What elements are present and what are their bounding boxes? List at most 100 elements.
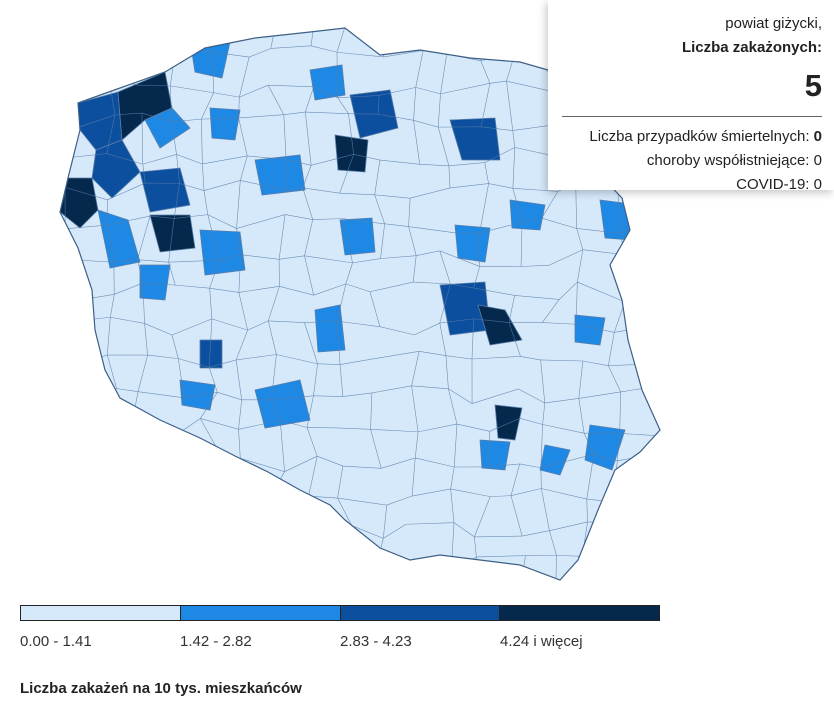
district-suwalki-area[interactable] (509, 199, 546, 231)
district-boundary (544, 398, 579, 404)
district-boundary (171, 318, 213, 336)
district-boundary (342, 392, 372, 397)
district-boundary (305, 111, 349, 115)
district-boundary (176, 154, 180, 184)
district-zamosc-area[interactable] (584, 424, 626, 471)
district-boundary (379, 326, 415, 336)
district-boundary (412, 255, 417, 283)
district-boundary (650, 572, 659, 580)
district-boundary (212, 51, 250, 58)
district-boundary (440, 82, 490, 95)
district-tczew-area[interactable] (334, 134, 369, 173)
district-boundary (144, 323, 148, 356)
district-boundary (35, 456, 38, 492)
district-boundary (305, 559, 311, 580)
district-boundary (175, 284, 210, 289)
district-boundary (271, 354, 277, 400)
district-boundary (342, 218, 385, 225)
district-boundary (582, 360, 609, 367)
district-boundary (480, 83, 491, 127)
district-boundary (480, 126, 513, 131)
district-boundary (176, 154, 203, 165)
district-boundary (649, 454, 657, 504)
district-boundary (137, 495, 141, 538)
legend-swatch-3 (340, 606, 501, 620)
district-boundary (302, 165, 312, 188)
district-lublin-area[interactable] (494, 404, 523, 441)
district-boundary (412, 488, 451, 497)
district-boundary (107, 354, 117, 389)
district-walbrzych-area[interactable] (179, 379, 216, 411)
district-lubuskie-b[interactable] (139, 167, 191, 213)
district-boundary (32, 112, 34, 152)
district-boundary (269, 495, 309, 499)
district-boundary (270, 45, 312, 49)
district-boundary (480, 28, 492, 61)
district-boundary (445, 355, 449, 389)
district-krasnik-area[interactable] (479, 439, 511, 471)
district-boundary (168, 218, 175, 263)
district-boundary (305, 86, 314, 113)
district-boundary (413, 120, 439, 128)
district-boundary (380, 255, 417, 259)
district-boundary (107, 215, 151, 226)
legend-label-2: 1.42 - 2.82 (180, 633, 252, 650)
district-boundary (336, 52, 339, 98)
district-boundary (33, 59, 48, 95)
district-boundary (64, 301, 72, 323)
district-boundary (137, 456, 141, 496)
district-boundary (68, 489, 76, 536)
district-leszno-area[interactable] (139, 264, 171, 301)
district-boundary (337, 427, 371, 430)
district-boundary (377, 95, 380, 115)
district-boundary (540, 359, 546, 404)
district-boundary (175, 28, 179, 49)
district-boundary (473, 266, 480, 289)
district-boundary (173, 183, 180, 219)
district-boundary (172, 487, 214, 490)
district-lodz-area[interactable] (314, 304, 346, 353)
district-wroclaw-area[interactable] (254, 379, 311, 429)
district-boundary (142, 164, 146, 184)
district-boundary (172, 488, 181, 535)
district-pomorze-west[interactable] (144, 107, 191, 149)
district-plock-area[interactable] (339, 217, 376, 256)
district-olsztyn-area[interactable] (449, 117, 501, 161)
district-boundary (411, 561, 452, 572)
district-boundary (422, 28, 441, 30)
district-bydgoszcz-area[interactable] (254, 154, 306, 196)
district-boundary (238, 292, 248, 331)
district-boundary (582, 556, 589, 580)
district-boundary (474, 536, 477, 557)
district-boundary (313, 283, 346, 296)
district-boundary (508, 322, 521, 357)
district-boundary (348, 113, 355, 155)
district-warszawa-b[interactable] (477, 304, 523, 346)
district-boundary (37, 533, 43, 554)
district-boundary (306, 395, 314, 428)
district-siedlce-area[interactable] (574, 314, 606, 346)
district-boundary (41, 334, 47, 363)
district-boundary (147, 354, 179, 359)
district-boundary (60, 250, 83, 261)
district-elblag-area[interactable] (309, 64, 346, 101)
district-rzeszow-east[interactable] (539, 444, 571, 476)
district-boundary (306, 496, 309, 522)
district-stettin-south[interactable] (209, 107, 241, 141)
district-boundary (541, 488, 587, 500)
district-podlasie-west[interactable] (454, 224, 491, 263)
district-poznan-area[interactable] (199, 229, 246, 276)
district-boundary (60, 288, 72, 302)
district-boundary (116, 388, 139, 393)
district-boundary (508, 295, 515, 323)
district-boundary (235, 330, 248, 361)
district-boundary (40, 15, 67, 21)
district-boundary (336, 28, 348, 53)
district-boundary (336, 553, 349, 580)
district-boundary (479, 221, 523, 234)
district-boundary (339, 192, 375, 196)
district-boundary (82, 260, 114, 263)
district-ostrow-area[interactable] (199, 339, 223, 369)
district-szczecin-area[interactable] (91, 139, 141, 199)
tooltip-deaths-label: Liczba przypadków śmiertelnych: (589, 128, 810, 145)
